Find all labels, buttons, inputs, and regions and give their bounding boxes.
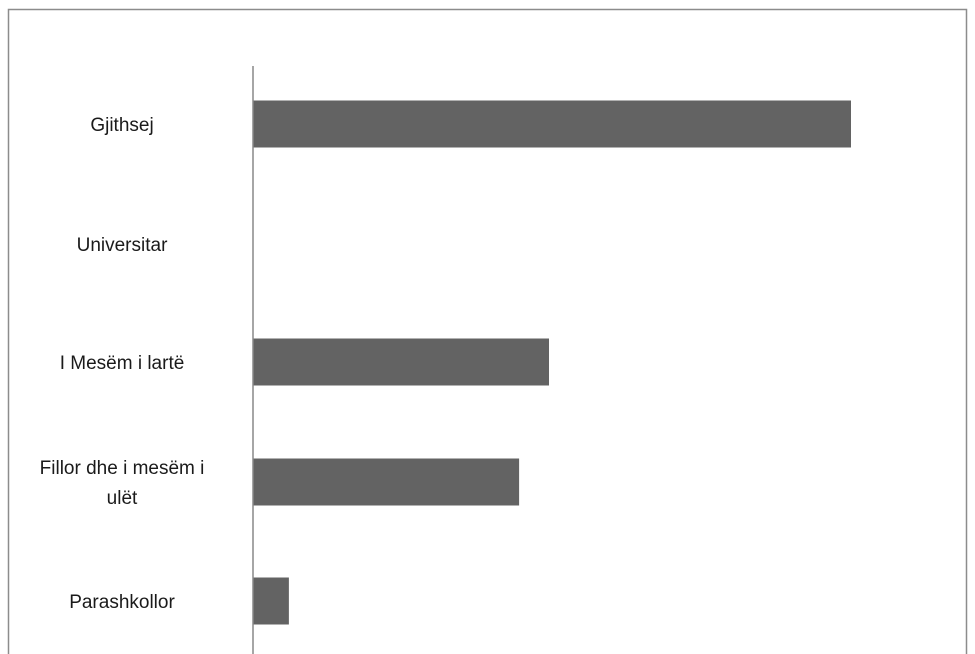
category-label-2: I Mesëm i lartë bbox=[60, 353, 185, 374]
bar-2 bbox=[253, 338, 550, 386]
bar-0 bbox=[253, 100, 851, 148]
chart-border bbox=[7, 8, 968, 654]
category-label-3: Fillor dhe i mesëm i ulët bbox=[40, 458, 205, 509]
bar-3 bbox=[253, 458, 520, 506]
bar-4 bbox=[253, 577, 289, 625]
category-label-4: Parashkollor bbox=[69, 592, 175, 613]
category-label-1: Universitar bbox=[77, 235, 168, 256]
category-label-0: Gjithsej bbox=[90, 115, 153, 136]
